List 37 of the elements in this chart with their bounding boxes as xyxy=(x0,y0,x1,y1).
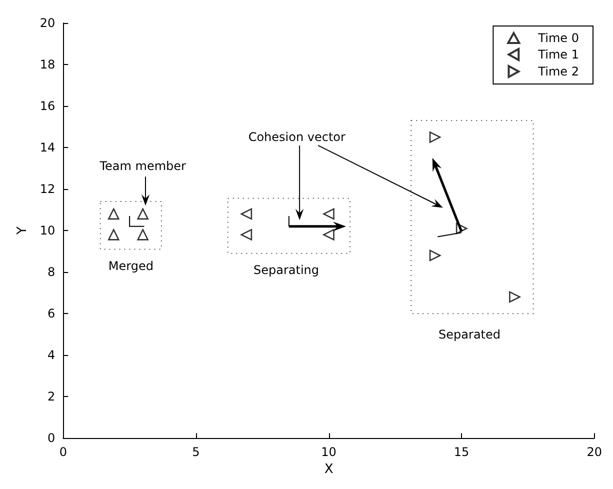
y-axis-title: Y xyxy=(15,226,30,236)
annotation: Team member xyxy=(98,159,186,174)
point xyxy=(108,208,120,220)
point xyxy=(323,208,334,220)
x-tick-label: 5 xyxy=(192,445,200,460)
y-tick-label: 18 xyxy=(40,58,56,72)
y-tick-label: 0 xyxy=(48,431,56,446)
x-axis-title: X xyxy=(324,462,334,477)
y-tick-label: 4 xyxy=(48,348,56,362)
annotation: Cohesion vector xyxy=(248,130,346,144)
y-tick-label: 12 xyxy=(40,182,56,196)
x-tick-label: 15 xyxy=(454,445,470,460)
point xyxy=(137,229,148,240)
y-tick-label: 6 xyxy=(48,306,56,321)
legend-label: Time 1 xyxy=(537,48,580,62)
x-tick-label: 0 xyxy=(59,445,67,460)
y-tick-label: 2 xyxy=(48,390,56,404)
annotation: Merged xyxy=(108,258,154,273)
point xyxy=(429,250,441,262)
y-tick-label: 16 xyxy=(40,99,56,114)
y-tick-label: 20 xyxy=(40,16,56,30)
point xyxy=(509,291,520,303)
x-tick-label: 20 xyxy=(586,445,602,460)
point xyxy=(137,208,148,220)
point xyxy=(108,229,120,240)
point xyxy=(429,132,441,143)
point xyxy=(323,229,334,240)
x-tick-label: 10 xyxy=(321,445,336,460)
annotation: Separated xyxy=(438,327,501,342)
point xyxy=(240,208,252,220)
legend-label: Time 2 xyxy=(537,64,580,78)
y-tick-label: 10 xyxy=(40,224,56,238)
annotation: Separating xyxy=(254,262,320,277)
y-tick-label: 14 xyxy=(40,140,56,155)
point xyxy=(240,229,252,240)
legend-label: Time 0 xyxy=(537,31,580,45)
y-tick-label: 8 xyxy=(48,265,56,280)
